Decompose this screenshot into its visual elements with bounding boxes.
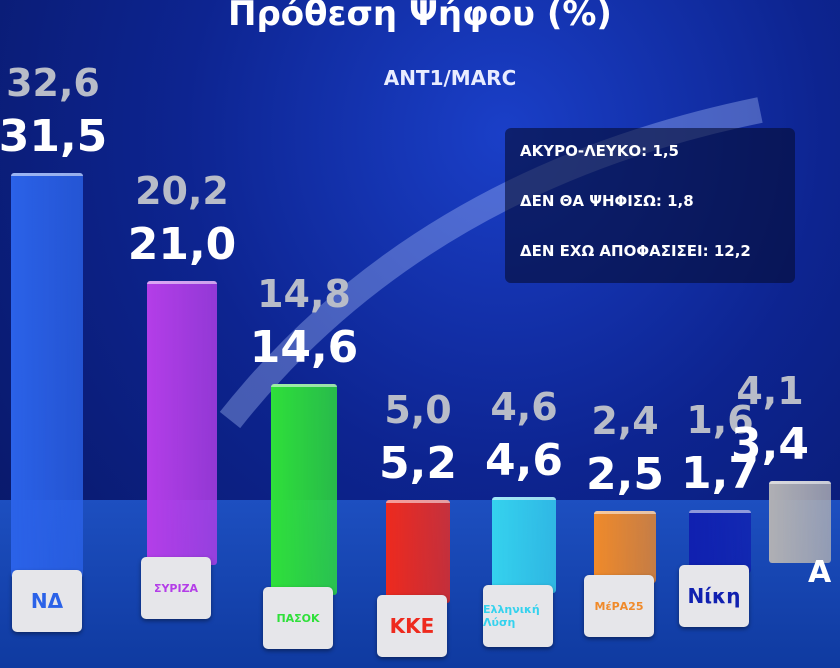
current-value-label: 4,6 xyxy=(485,435,563,487)
party-label-partial: Α xyxy=(808,555,832,590)
party-logo-text: Ελληνική Λύση xyxy=(483,603,540,629)
current-value-label: 5,2 xyxy=(379,438,457,490)
party-logo-6: Νίκη xyxy=(679,565,749,627)
previous-value-label: 2,4 xyxy=(591,399,659,444)
annotation-will-not-vote: ΔΕΝ ΘΑ ΨΗΦΙΣΩ: 1,8 xyxy=(520,192,694,210)
party-logo-text: Νίκη xyxy=(687,584,741,608)
party-logo-5: ΜέΡΑ25 xyxy=(584,575,654,637)
annotation-invalid-blank: ΑΚΥΡΟ-ΛΕΥΚΟ: 1,5 xyxy=(520,142,679,160)
bar-3 xyxy=(386,500,450,603)
previous-value-label: 4,1 xyxy=(736,368,804,413)
current-value-label: 2,5 xyxy=(586,449,664,501)
bar-4 xyxy=(492,497,556,593)
bar-0 xyxy=(11,172,83,578)
party-logo-3: ΚΚΕ xyxy=(377,595,447,657)
current-value-label: 3,4 xyxy=(731,418,809,470)
party-logo-2: ΠΑΣΟΚ xyxy=(263,587,333,649)
annotation-box xyxy=(505,128,795,283)
bar-5 xyxy=(594,511,656,583)
current-value-label: 21,0 xyxy=(127,218,237,270)
party-logo-text: ΝΔ xyxy=(30,589,64,613)
current-value-label: 14,6 xyxy=(249,322,359,374)
current-value-label: 31,5 xyxy=(0,110,108,162)
previous-value-label: 4,6 xyxy=(490,385,558,430)
bar-6 xyxy=(689,510,751,573)
party-logo-text: ΜέΡΑ25 xyxy=(594,599,644,613)
previous-value-label: 14,8 xyxy=(257,272,351,317)
previous-value-label: 1,6 xyxy=(686,398,754,443)
previous-value-label: 5,0 xyxy=(384,388,452,433)
chart-subtitle: ANT1/MARC xyxy=(383,66,517,90)
party-logo-text: ΠΑΣΟΚ xyxy=(276,611,320,625)
previous-value-label: 20,2 xyxy=(135,168,229,213)
previous-value-label: 32,6 xyxy=(6,60,100,105)
chart-title: Πρόθεση Ψήφου (%) xyxy=(228,0,612,34)
party-logo-text: ΣΥΡΙΖΑ xyxy=(153,581,199,595)
party-logo-0: ΝΔ xyxy=(12,570,82,632)
bar-2 xyxy=(271,384,337,595)
party-logo-4: Ελληνική Λύση xyxy=(483,585,553,647)
bar-7 xyxy=(769,480,831,563)
bar-1 xyxy=(147,280,217,565)
party-logo-text: ΚΚΕ xyxy=(389,614,435,638)
annotation-undecided: ΔΕΝ ΕΧΩ ΑΠΟΦΑΣΙΣΕΙ: 12,2 xyxy=(520,242,751,260)
current-value-label: 1,7 xyxy=(681,448,759,500)
party-logo-1: ΣΥΡΙΖΑ xyxy=(141,557,211,619)
